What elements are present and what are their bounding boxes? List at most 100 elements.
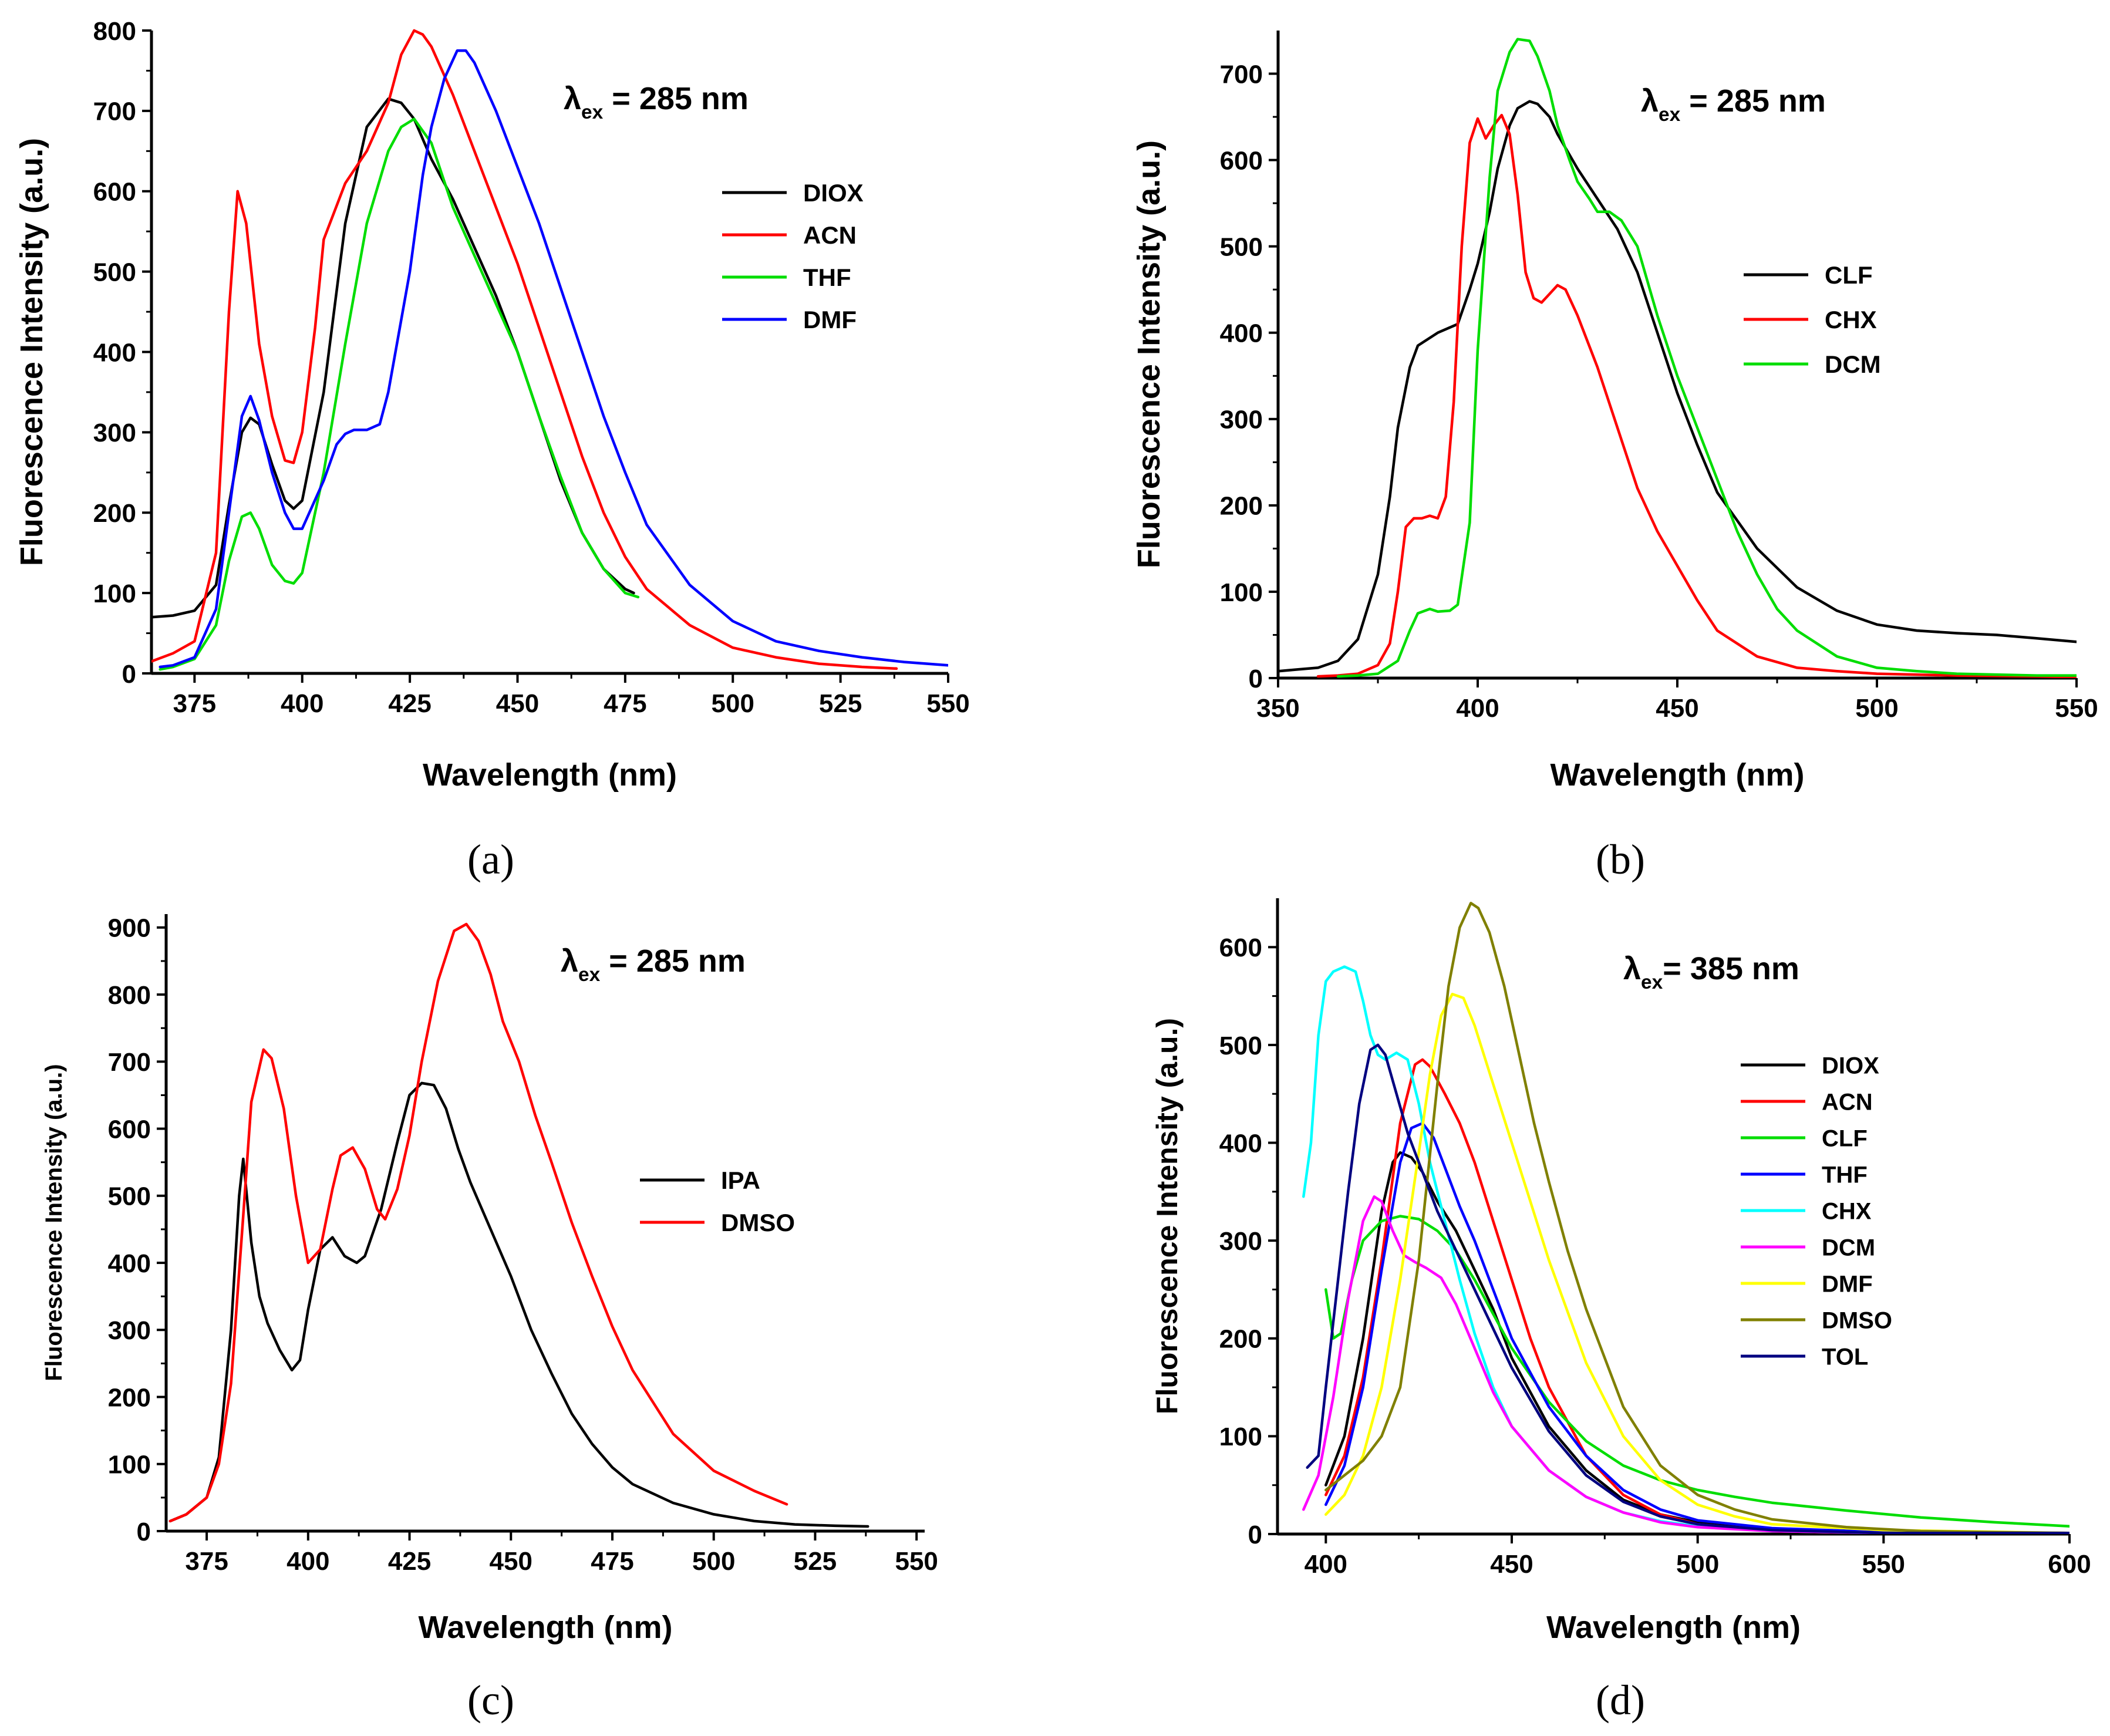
x-tick-label: 400: [1305, 1550, 1347, 1579]
y-tick-label: 600: [1219, 933, 1262, 962]
chart-panel-1: 375 400 425 450 475 500 525 550 0 100 200 300 400 500…: [14, 17, 970, 883]
y-tick-label: 400: [1219, 1129, 1262, 1158]
y-tick-label: 600: [93, 178, 136, 207]
legend-label-thf: THF: [1822, 1162, 1868, 1188]
x-axis-title: Wavelength (nm): [423, 757, 677, 793]
annotation-text: = 285 nm: [600, 943, 746, 979]
chart-panel-4: 400 450 500 550 600 0 100 200 300 400 500 600 Wavele…: [1151, 898, 2091, 1724]
series-line-dmf: [159, 49, 948, 669]
x-tick-label: 400: [1456, 694, 1499, 723]
x-tick-label: 450: [490, 1547, 532, 1576]
legend-label-tol: TOL: [1822, 1344, 1868, 1370]
x-tick-label: 550: [926, 689, 969, 718]
panel-label: (c): [467, 1677, 514, 1724]
y-tick-label: 0: [1249, 665, 1263, 693]
legend-label-ipa: IPA: [721, 1167, 760, 1194]
legend-label-dmf: DMF: [803, 306, 857, 333]
legend-label-diox: DIOX: [803, 179, 864, 207]
excitation-annotation: λex = 285 nm: [1641, 83, 1826, 126]
legend-label-thf: THF: [803, 264, 851, 291]
annotation-text: = 285 nm: [603, 81, 749, 116]
x-tick-label: 375: [185, 1547, 228, 1576]
y-tick-label: 500: [93, 258, 136, 286]
x-tick-label: 375: [173, 689, 216, 718]
y-axis-title: Fluorescence Intensity (a.u.): [41, 1064, 67, 1381]
series-line-dmso: [168, 922, 788, 1523]
chart-panel-2: 350 400 450 500 550 0 100 200 300 400 500 600 700 Wav…: [1131, 31, 2098, 883]
y-axis-title: Fluorescence Intensity (a.u.): [14, 138, 49, 566]
series-line-thf: [159, 117, 640, 671]
legend-label-acn: ACN: [803, 221, 857, 249]
series-line-chx: [1316, 113, 2077, 678]
x-tick-label: 475: [604, 689, 646, 718]
series-line-clf: [1324, 1215, 2069, 1528]
annotation-symbol: λ: [1623, 951, 1641, 986]
x-axis-title: Wavelength (nm): [418, 1610, 672, 1645]
panel-label: (a): [467, 836, 514, 883]
series-line-dcm: [1336, 38, 2077, 678]
legend-label-clf: CLF: [1825, 261, 1873, 289]
annotation-text: = 285 nm: [1680, 83, 1826, 119]
series-line-chx: [1302, 965, 2069, 1534]
y-tick-label: 700: [108, 1048, 151, 1077]
legend-label-acn: ACN: [1822, 1089, 1873, 1115]
x-tick-label: 550: [1862, 1550, 1905, 1579]
x-tick-label: 425: [388, 689, 431, 718]
y-tick-label: 600: [1220, 146, 1263, 175]
legend-label-dmf: DMF: [1822, 1271, 1873, 1297]
legend-label-dmso: DMSO: [1822, 1307, 1892, 1333]
x-axis-title: Wavelength (nm): [1550, 757, 1804, 793]
x-tick-label: 500: [712, 689, 754, 718]
legend-label-diox: DIOX: [1822, 1053, 1879, 1078]
y-tick-label: 400: [93, 338, 136, 367]
x-tick-label: 450: [1656, 694, 1698, 723]
x-tick-label: 525: [819, 689, 862, 718]
y-tick-label: 400: [1220, 319, 1263, 348]
annotation-subscript: ex: [1641, 972, 1663, 993]
y-axis-title: Fluorescence Intensity (a.u.): [1131, 140, 1167, 568]
legend-label-dcm: DCM: [1822, 1235, 1875, 1260]
y-tick-label: 0: [1248, 1521, 1262, 1549]
x-tick-label: 400: [281, 689, 323, 718]
y-tick-label: 400: [108, 1249, 151, 1278]
y-tick-label: 500: [1219, 1032, 1262, 1060]
y-tick-label: 300: [1219, 1227, 1262, 1256]
panel-label: (b): [1596, 836, 1645, 883]
annotation-subscript: ex: [1659, 104, 1681, 126]
series-line-acn: [1324, 1058, 2069, 1534]
legend-label-chx: CHX: [1822, 1198, 1872, 1224]
series-line-ipa: [168, 1081, 869, 1528]
annotation-symbol: λ: [564, 81, 581, 116]
y-tick-label: 200: [108, 1383, 151, 1412]
series-line-clf: [1278, 100, 2077, 673]
y-tick-label: 800: [93, 17, 136, 46]
series-line-diox: [151, 97, 635, 619]
y-tick-label: 600: [108, 1115, 151, 1144]
series-line-tol: [1306, 1043, 2069, 1534]
x-axis-title: Wavelength (nm): [1546, 1610, 1801, 1645]
x-tick-label: 350: [1256, 694, 1299, 723]
annotation-text: = 385 nm: [1663, 951, 1799, 986]
panel-label: (d): [1596, 1677, 1645, 1724]
y-tick-label: 300: [1220, 406, 1263, 434]
y-tick-label: 0: [137, 1518, 151, 1546]
y-tick-label: 100: [93, 579, 136, 608]
x-tick-label: 550: [2055, 694, 2098, 723]
annotation-symbol: λ: [561, 943, 578, 979]
y-tick-label: 100: [108, 1451, 151, 1479]
x-tick-label: 500: [1676, 1550, 1719, 1579]
y-tick-label: 500: [1220, 233, 1263, 262]
series-line-dmf: [1324, 993, 2069, 1534]
legend-label-dmso: DMSO: [721, 1209, 795, 1236]
x-tick-label: 500: [692, 1547, 735, 1576]
y-tick-label: 100: [1219, 1422, 1262, 1451]
excitation-annotation: λex = 285 nm: [561, 943, 746, 986]
y-tick-label: 700: [1220, 60, 1263, 89]
annotation-subscript: ex: [581, 102, 604, 123]
y-tick-label: 0: [122, 660, 136, 689]
x-tick-label: 525: [794, 1547, 837, 1576]
y-tick-label: 300: [93, 419, 136, 447]
x-tick-label: 600: [2048, 1550, 2091, 1579]
y-tick-label: 200: [1219, 1325, 1262, 1354]
annotation-symbol: λ: [1641, 83, 1659, 119]
